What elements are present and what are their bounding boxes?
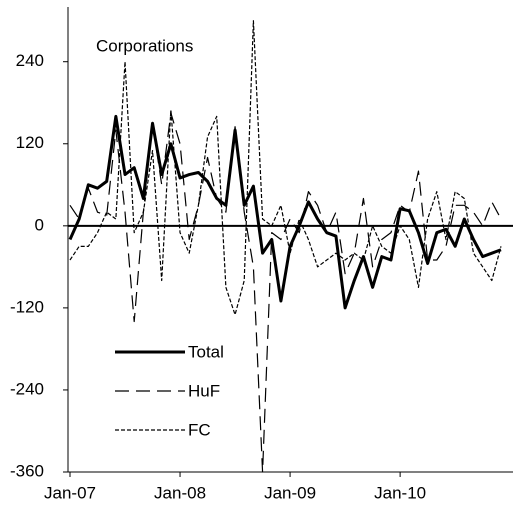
series-line (69, 20, 502, 316)
y-tick-label: 240 (16, 51, 44, 70)
y-tick-label: -120 (10, 297, 44, 316)
x-tick-label: Jan-09 (264, 483, 316, 502)
y-tick-label: 0 (35, 215, 44, 234)
series-line (69, 112, 502, 473)
x-tick-label: Jan-08 (154, 483, 206, 502)
chart-title: Corporations (96, 36, 193, 55)
y-tick-label: -360 (10, 461, 44, 480)
y-tick-label: -240 (10, 379, 44, 398)
legend-label: HuF (188, 381, 220, 400)
series-line (68, 114, 502, 310)
legend-label: FC (188, 420, 211, 439)
x-tick-label: Jan-07 (44, 483, 96, 502)
x-tick-label: Jan-10 (374, 483, 426, 502)
y-tick-label: 120 (16, 133, 44, 152)
legend-label: Total (188, 342, 224, 361)
